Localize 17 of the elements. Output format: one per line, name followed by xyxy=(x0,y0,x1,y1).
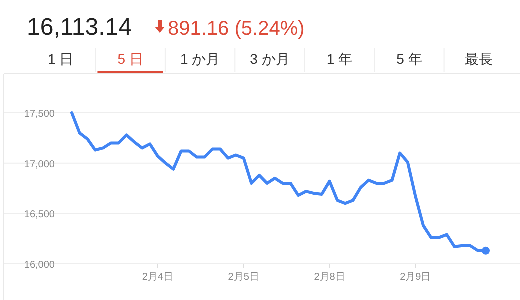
x-tick-label: 2月9日 xyxy=(400,272,432,283)
text: 5 年 xyxy=(396,51,422,67)
y-tick-label: 16,000 xyxy=(24,260,56,271)
y-tick-label: 16,500 xyxy=(24,210,56,221)
text: 1 年 xyxy=(326,51,353,67)
y-tick-label: 17,500 xyxy=(24,109,56,120)
x-tick-label: 2月8日 xyxy=(314,272,346,283)
x-tick-label: 2月5日 xyxy=(228,272,260,283)
text: 1 か月 xyxy=(180,51,220,67)
text: 3 か月 xyxy=(250,51,290,67)
chart-subtitle: 891.16 (5.24%) xyxy=(168,18,305,40)
text: 1 日 xyxy=(48,51,74,67)
y-tick-label: 17,000 xyxy=(24,159,56,170)
chart-title: 16,113.14 xyxy=(27,14,132,41)
text: 5 日 xyxy=(118,51,144,67)
x-tick-label: 2月4日 xyxy=(142,272,174,283)
text: 最長 xyxy=(465,51,494,67)
